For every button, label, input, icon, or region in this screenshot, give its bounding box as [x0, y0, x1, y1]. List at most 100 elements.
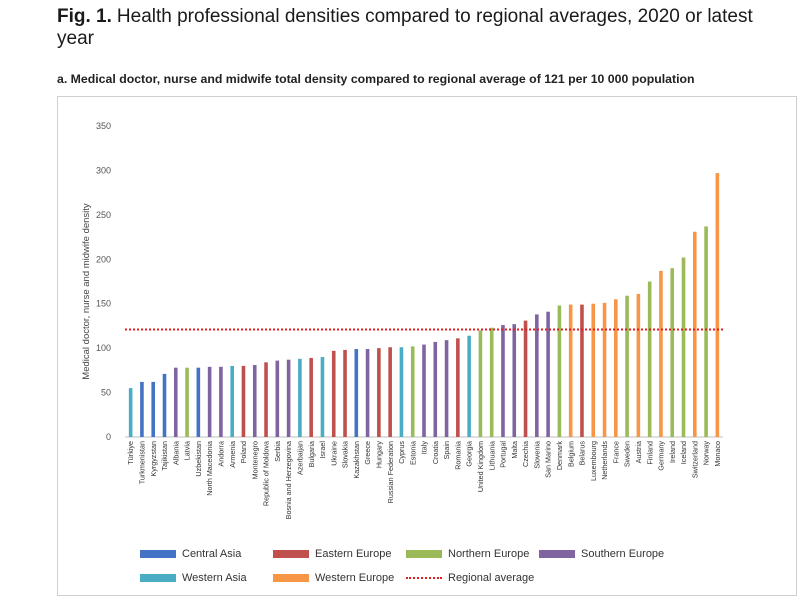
x-tick-label: Israel: [318, 441, 327, 459]
bar: [535, 314, 539, 437]
legend-line-swatch: [406, 577, 442, 579]
legend-label: Northern Europe: [448, 548, 530, 560]
legend-label: Southern Europe: [581, 548, 665, 560]
bar: [568, 304, 573, 437]
y-tick-label: 50: [101, 388, 111, 398]
x-tick-label: Czechia: [521, 441, 530, 467]
figure-title: Fig. 1. Health professional densities com…: [57, 6, 757, 50]
x-tick-label: Norway: [702, 441, 711, 466]
bar: [670, 268, 675, 437]
legend-swatch: [273, 574, 309, 582]
bar: [354, 349, 359, 437]
x-tick-label: Türkiye: [126, 441, 135, 465]
legend-swatch: [539, 550, 575, 558]
bar: [286, 359, 291, 437]
bar-chart: Medical doctor, nurse and midwife densit…: [81, 121, 723, 519]
x-tick-label: Iceland: [679, 441, 688, 464]
chart-frame: Medical doctor, nurse and midwife densit…: [57, 96, 797, 596]
x-tick-label: Kazakhstan: [352, 441, 361, 479]
legend-label: Eastern Europe: [315, 548, 392, 560]
x-tick-label: Ireland: [668, 441, 677, 463]
legend-swatch: [273, 550, 309, 558]
x-tick-label: Monaco: [713, 441, 722, 467]
bar: [173, 367, 178, 437]
bar: [151, 381, 156, 437]
bar: [264, 362, 268, 437]
bar: [377, 348, 381, 437]
bar: [185, 367, 189, 437]
x-tick-label: Azerbaijan: [295, 441, 304, 475]
x-tick-label: Montenegro: [250, 441, 259, 479]
x-tick-label: Malta: [510, 441, 519, 459]
x-tick-label: Armenia: [228, 441, 237, 468]
x-tick-label: Greece: [363, 441, 372, 465]
x-tick-label: France: [611, 441, 620, 463]
legend-label: Central Asia: [182, 548, 242, 560]
x-tick-label: San Marino: [544, 441, 553, 478]
x-tick-label: Netherlands: [600, 441, 609, 480]
bar: [343, 349, 347, 437]
x-tick-label: Spain: [442, 441, 451, 459]
bar: [140, 381, 144, 437]
bar: [512, 324, 517, 437]
figure-number: Fig. 1.: [57, 6, 112, 27]
bar: [196, 367, 201, 437]
bar: [478, 330, 483, 437]
x-tick-label: Andorra: [217, 441, 226, 467]
y-tick-label: 100: [96, 343, 111, 353]
bar: [704, 226, 708, 437]
x-tick-label: Finland: [645, 441, 654, 465]
x-tick-label: Estonia: [408, 441, 417, 465]
x-tick-label: Romania: [453, 441, 462, 470]
legend-label: Regional average: [448, 572, 535, 584]
bar: [467, 335, 471, 437]
x-tick-label: Latvia: [183, 441, 192, 460]
bar: [456, 338, 460, 437]
bar: [557, 305, 562, 437]
bar: [388, 347, 392, 437]
y-tick-label: 300: [96, 165, 111, 175]
x-tick-label: Cyprus: [397, 441, 406, 464]
bar: [625, 295, 629, 437]
x-tick-label: Uzbekistan: [194, 441, 203, 477]
x-tick-label: Sweden: [623, 441, 632, 467]
x-tick-label: Belgium: [566, 441, 575, 467]
bar: [489, 327, 494, 437]
x-tick-label: United Kingdom: [476, 441, 485, 492]
bar: [399, 347, 404, 437]
x-tick-label: Poland: [239, 441, 248, 463]
x-tick-label: Belarus: [578, 441, 587, 466]
bar: [433, 341, 438, 437]
bar: [207, 366, 212, 437]
bar: [501, 325, 505, 437]
x-tick-label: Portugal: [499, 441, 508, 468]
bar: [241, 365, 246, 437]
x-tick-label: Slovakia: [341, 441, 350, 468]
x-tick-label: Germany: [657, 441, 666, 471]
figure-title-text: Health professional densities compared t…: [57, 6, 753, 49]
x-tick-label: Bulgaria: [307, 441, 316, 467]
x-tick-label: Georgia: [465, 441, 474, 467]
y-tick-label: 0: [106, 432, 111, 442]
bar: [614, 299, 618, 437]
bar: [365, 349, 370, 437]
bar: [230, 365, 234, 437]
bar: [275, 360, 280, 437]
bar: [647, 281, 652, 437]
bar: [636, 293, 641, 437]
x-tick-label: Russian Federation: [386, 441, 395, 503]
x-tick-label: Bosnia and Herzegovina: [284, 441, 293, 519]
x-tick-label: Slovenia: [532, 441, 541, 469]
bar: [298, 358, 302, 437]
bar: [252, 365, 257, 437]
legend-label: Western Asia: [182, 572, 247, 584]
x-tick-label: Hungary: [374, 441, 383, 469]
legend-label: Western Europe: [315, 572, 395, 584]
bar: [523, 320, 528, 437]
bar: [591, 303, 596, 437]
bar: [410, 346, 415, 437]
bar: [309, 357, 313, 437]
x-tick-label: Croatia: [431, 441, 440, 464]
bar: [580, 304, 584, 437]
x-tick-label: Republic of Moldova: [262, 441, 271, 506]
